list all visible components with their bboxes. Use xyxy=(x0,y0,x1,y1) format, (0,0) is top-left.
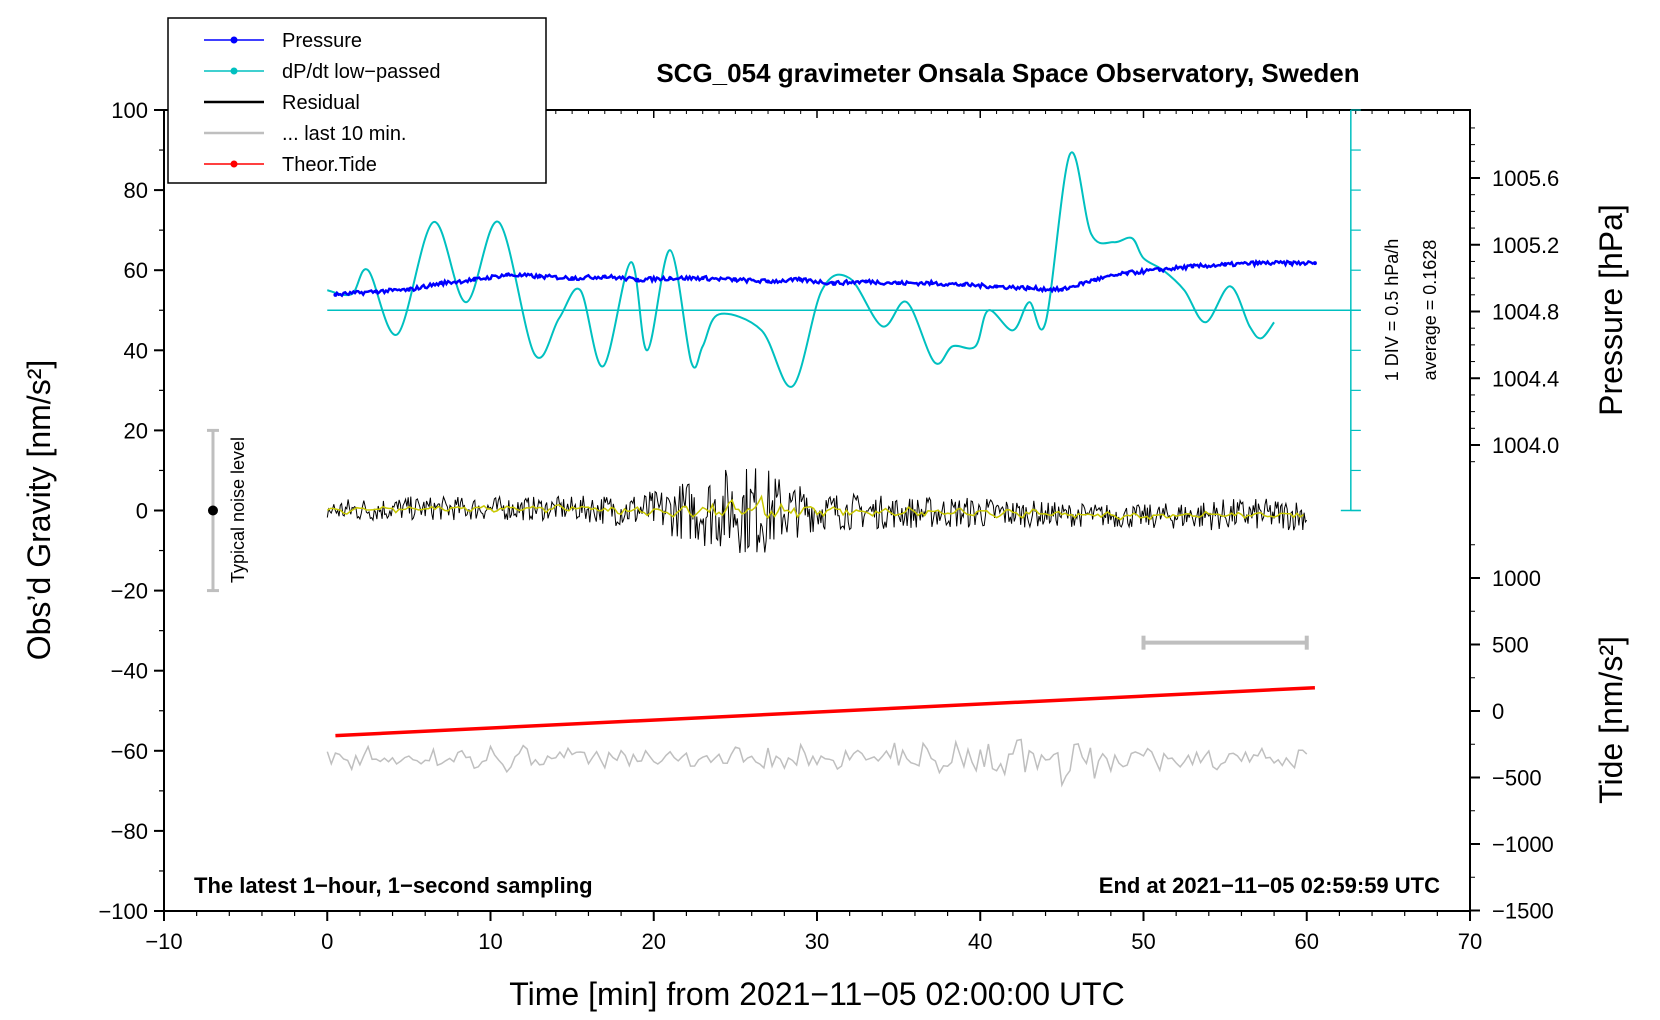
chart-title: SCG_054 gravimeter Onsala Space Observat… xyxy=(656,58,1359,88)
pressure-tick-label: 1004.4 xyxy=(1492,366,1559,391)
pressure-point xyxy=(1027,286,1032,291)
legend-label: ... last 10 min. xyxy=(282,123,407,145)
pressure-point xyxy=(1223,262,1228,267)
pressure-point xyxy=(961,282,966,287)
pressure-point xyxy=(374,289,379,294)
y-tick-label: 60 xyxy=(124,258,148,283)
noise-label: Typical noise level xyxy=(228,437,248,583)
pressure-point xyxy=(733,277,738,282)
tide-tick-label: −1500 xyxy=(1492,899,1554,924)
tide-tick-label: 1000 xyxy=(1492,566,1541,591)
y-tick-label: 0 xyxy=(136,499,148,524)
pressure-point xyxy=(439,281,444,286)
pressure-point xyxy=(929,281,934,286)
series-residual xyxy=(326,468,1308,554)
pressure-point xyxy=(504,272,509,277)
x-tick-label: 20 xyxy=(642,929,666,954)
legend-label: Residual xyxy=(282,92,360,114)
pressure-tick-label: 1005.6 xyxy=(1492,166,1559,191)
x-tick-label: 30 xyxy=(805,929,829,954)
pressure-point xyxy=(766,279,771,284)
note-sampling: The latest 1−hour, 1−second sampling xyxy=(194,873,593,898)
pressure-point xyxy=(635,277,640,282)
tide-tick-label: 0 xyxy=(1492,699,1504,724)
x-tick-label: −10 xyxy=(145,929,182,954)
legend-marker xyxy=(230,67,238,75)
legend-label: dP/dt low−passed xyxy=(282,61,440,83)
noise-center-dot xyxy=(207,505,218,516)
pressure-point xyxy=(1312,261,1317,266)
legend-marker xyxy=(230,36,238,44)
plot-frame xyxy=(163,109,1471,912)
pressure-point xyxy=(406,287,411,292)
pressure-point xyxy=(994,284,999,289)
y-tick-label: −20 xyxy=(111,579,148,604)
x-tick-label: 10 xyxy=(478,929,502,954)
axis-ticks: −10 0 10 20 30 40 50 60 70100806040200−20−40−60−… xyxy=(98,98,1559,954)
y-axis-title-pressure: Pressure [hPa] xyxy=(1593,204,1629,416)
pressure-tick-label: 1004.8 xyxy=(1492,300,1559,325)
pressure-point xyxy=(1059,287,1064,292)
y-tick-label: 20 xyxy=(124,418,148,443)
series-layer xyxy=(326,151,1317,788)
legend-label: Theor.Tide xyxy=(282,154,377,176)
pressure-point xyxy=(1190,264,1195,269)
dpdt-average-label: average = 0.1628 xyxy=(1420,240,1440,381)
y-tick-label: −100 xyxy=(98,899,148,924)
legend-marker xyxy=(230,160,238,168)
y-tick-label: 40 xyxy=(124,338,148,363)
y-tick-label: −80 xyxy=(111,819,148,844)
dpdt-scale-label: 1 DIV = 0.5 hPa/h xyxy=(1382,239,1402,382)
pressure-point xyxy=(1125,271,1130,276)
x-tick-label: 60 xyxy=(1295,929,1319,954)
y-tick-label: −60 xyxy=(111,739,148,764)
pressure-point xyxy=(798,277,803,282)
series-theor-tide xyxy=(335,685,1315,738)
pressure-point xyxy=(602,274,607,279)
pressure-tick-label: 1005.2 xyxy=(1492,233,1559,258)
pressure-point xyxy=(700,276,705,281)
note-end-time: End at 2021−11−05 02:59:59 UTC xyxy=(1099,873,1440,898)
pressure-point xyxy=(831,281,836,286)
pressure-point xyxy=(668,276,673,281)
x-tick-label: 70 xyxy=(1458,929,1482,954)
x-tick-label: 0 xyxy=(321,929,333,954)
y-tick-label: 80 xyxy=(124,178,148,203)
legend-label: Pressure xyxy=(282,30,362,52)
last10-bar xyxy=(1141,635,1309,650)
tide-tick-label: −500 xyxy=(1492,766,1542,791)
y-tick-label: 100 xyxy=(111,98,148,123)
pressure-point xyxy=(537,274,542,279)
y-axis-title-left: Obs’d Gravity [nm/s²] xyxy=(21,360,57,661)
dpdt-scale-axis xyxy=(327,109,1361,512)
pressure-point xyxy=(863,279,868,284)
series-dpdt xyxy=(327,151,1275,388)
y-axis-title-tide: Tide [nm/s²] xyxy=(1593,636,1629,804)
pressure-point xyxy=(472,277,477,282)
x-tick-label: 50 xyxy=(1131,929,1155,954)
tide-tick-label: −1000 xyxy=(1492,832,1554,857)
legend: Pressure dP/dt low−passed Residual ... last… xyxy=(167,17,547,184)
series-last10 xyxy=(326,738,1308,788)
pressure-tick-label: 1004.0 xyxy=(1492,433,1559,458)
pressure-point xyxy=(896,281,901,286)
pressure-point xyxy=(1157,267,1162,272)
tide-tick-label: 500 xyxy=(1492,633,1529,658)
x-axis-title: Time [min] from 2021−11−05 02:00:00 UTC xyxy=(509,976,1124,1012)
series-residual-smoothed xyxy=(326,494,1304,521)
pressure-point xyxy=(570,276,575,281)
series-pressure xyxy=(334,258,1315,298)
pressure-point xyxy=(333,292,338,297)
x-tick-label: 40 xyxy=(968,929,992,954)
pressure-point xyxy=(1255,261,1260,266)
legend-box xyxy=(167,17,547,184)
y-tick-label: −40 xyxy=(111,659,148,684)
pressure-point xyxy=(1092,277,1097,282)
noise-level-indicator: Typical noise level xyxy=(206,428,248,593)
pressure-point xyxy=(1288,261,1293,266)
